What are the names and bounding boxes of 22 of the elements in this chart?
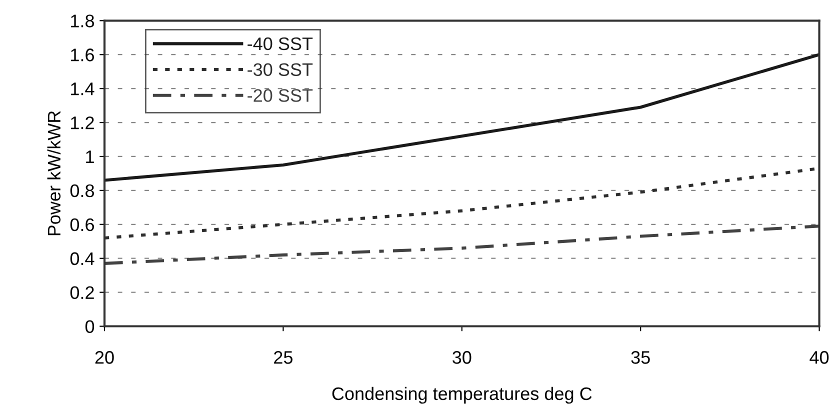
y-tick-label: 0.6 <box>70 218 94 232</box>
y-tick-label: 0.2 <box>70 286 94 300</box>
x-tick-label: 25 <box>274 351 292 364</box>
y-tick-label: 1.8 <box>71 14 94 28</box>
y-tick-label: 0.8 <box>70 184 94 198</box>
y-tick-label: 1.6 <box>71 48 94 62</box>
x-tick-label: 35 <box>631 351 650 364</box>
y-tick-label: 1 <box>86 150 94 164</box>
y-axis-title: Power kW/kWR <box>47 111 61 236</box>
line-series <box>104 224 820 265</box>
x-axis-title: Condensing temperatures deg C <box>332 386 592 404</box>
text: -20 SST <box>248 89 313 102</box>
x-tick-label: 40 <box>810 351 829 364</box>
x-tick-label: 20 <box>95 351 114 364</box>
text: -30 SST <box>248 63 313 76</box>
text: -40 SST <box>248 37 313 50</box>
x-tick-label: 30 <box>452 351 472 364</box>
y-tick-label: 1.2 <box>71 116 94 130</box>
y-tick-label: 0.4 <box>70 252 94 266</box>
y-tick-label: 0 <box>85 320 94 333</box>
line-series <box>104 53 820 182</box>
y-tick-label: 1.4 <box>71 82 94 96</box>
